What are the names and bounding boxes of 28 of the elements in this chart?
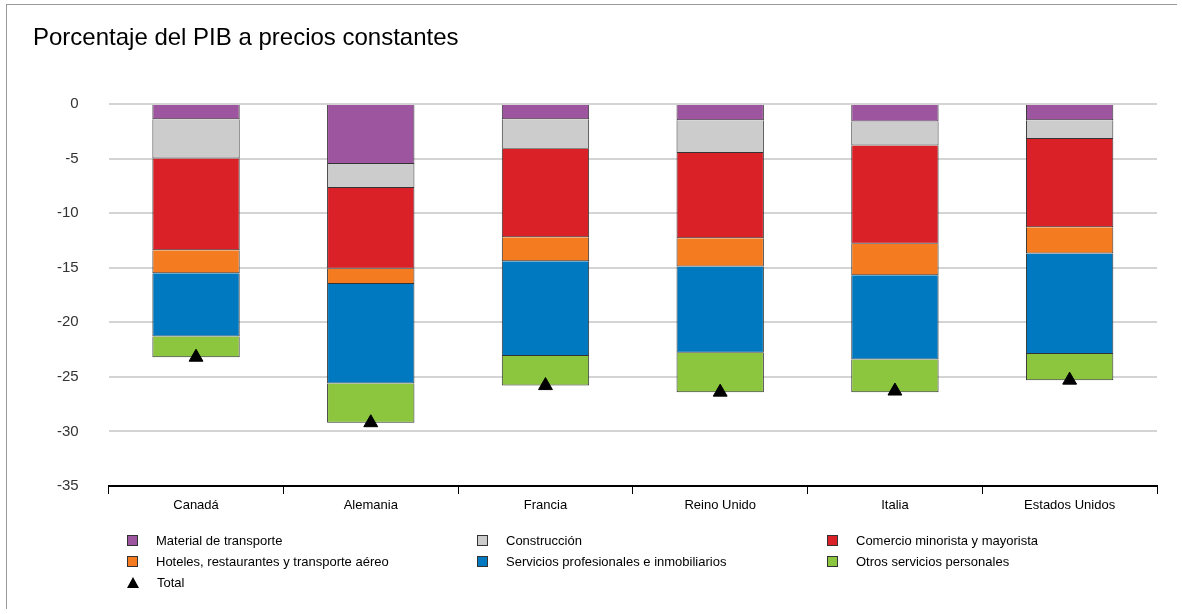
- x-tick-label: Francia: [523, 497, 568, 513]
- y-tick-label: -20: [56, 312, 79, 330]
- legend-label: Otros servicios personales: [856, 554, 1010, 569]
- y-tick-label: -5: [65, 148, 79, 166]
- point: [538, 377, 553, 391]
- legend-label: Material de transporte: [156, 533, 283, 548]
- x-tick-label: Canadá: [173, 497, 220, 513]
- legend-label: Construcción: [506, 533, 582, 548]
- y-tick-label: -25: [56, 367, 79, 384]
- legend-label: Comercio minorista y mayorista: [856, 533, 1039, 548]
- point: [1062, 371, 1078, 385]
- x-tick-label: Reino Unido: [684, 497, 756, 513]
- point: [188, 348, 204, 362]
- y-tick-label: -35: [56, 476, 79, 494]
- point: [712, 383, 728, 397]
- legend-label: Servicios profesionales e inmobiliarios: [506, 554, 727, 569]
- y-tick-label: 0: [70, 94, 79, 112]
- y-tick-label: -30: [56, 421, 79, 439]
- x-tick-label: Estados Unidos: [1024, 497, 1116, 513]
- legend-label: Hoteles, restaurantes y transporte aéreo: [156, 554, 389, 569]
- x-tick-label: Alemania: [343, 497, 399, 513]
- point: [363, 414, 379, 428]
- point: [887, 382, 903, 396]
- y-tick-label: -10: [56, 203, 79, 221]
- legend-label: Total: [157, 575, 185, 590]
- chart-title: Porcentaje del PIB a precios constantes: [33, 23, 459, 51]
- y-tick-label: -15: [56, 257, 79, 275]
- x-tick-label: Italia: [881, 497, 910, 513]
